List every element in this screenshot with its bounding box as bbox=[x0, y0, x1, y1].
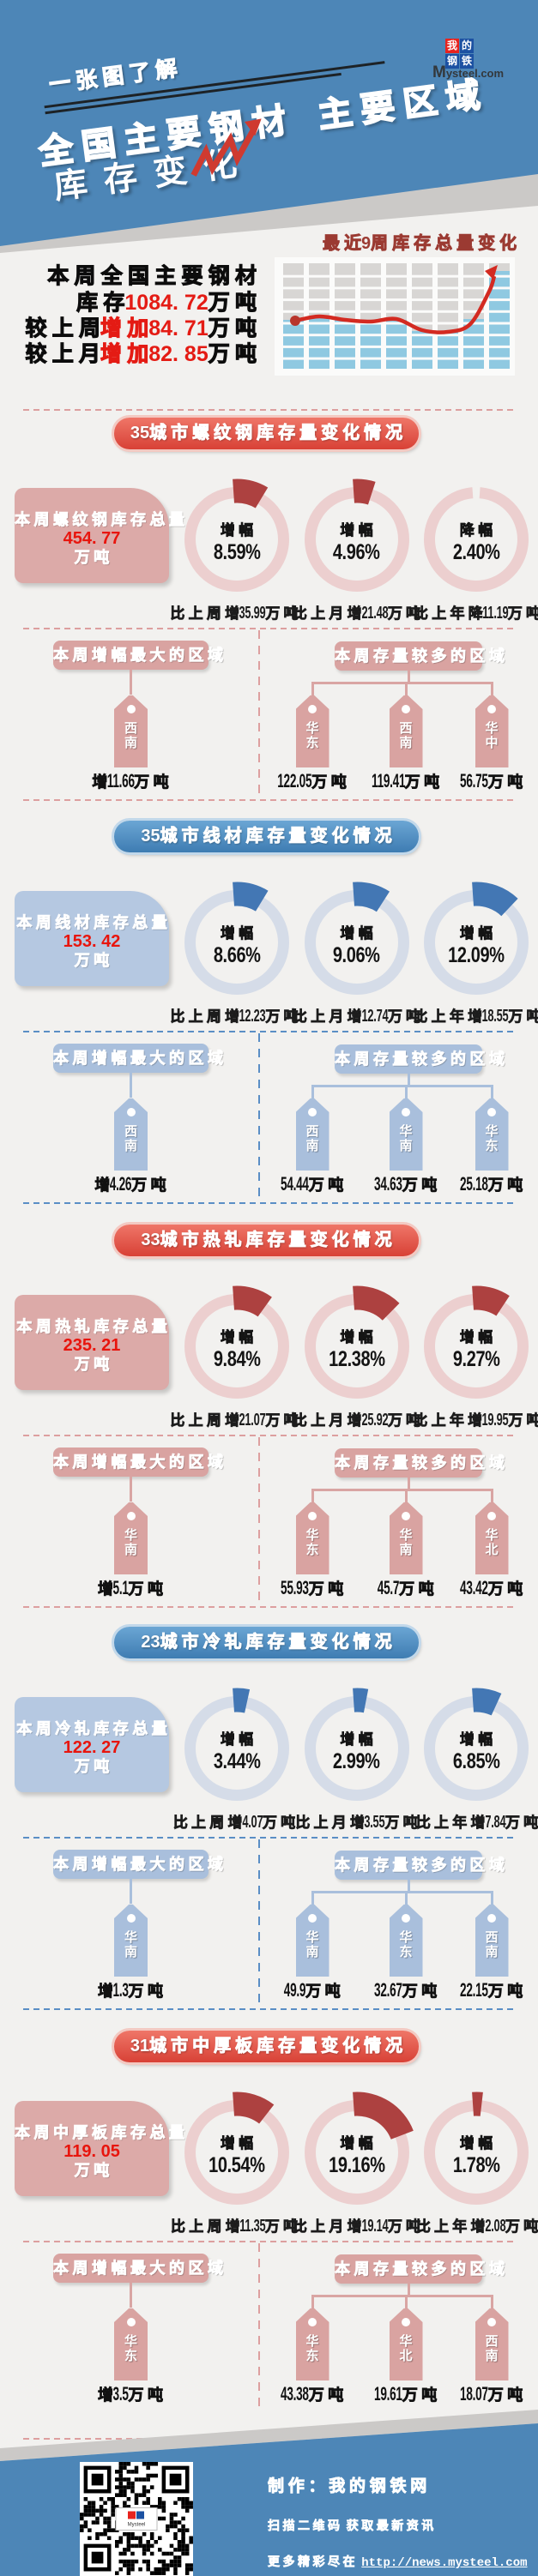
svg-text:Mysteel: Mysteel bbox=[128, 2523, 146, 2528]
